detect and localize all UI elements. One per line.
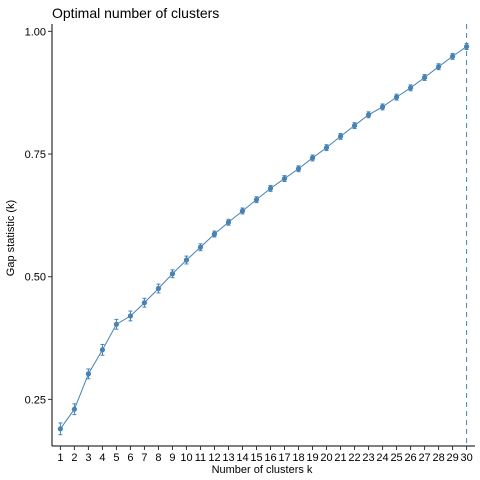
- data-point: [57, 426, 64, 432]
- x-tick-label: 15: [250, 452, 262, 464]
- data-point: [295, 166, 302, 172]
- data-point: [225, 219, 232, 225]
- data-point: [407, 85, 414, 91]
- x-tick-label: 30: [460, 452, 472, 464]
- data-point: [351, 122, 358, 129]
- x-tick-label: 7: [141, 452, 147, 464]
- data-point: [421, 74, 428, 81]
- data-point: [379, 104, 386, 110]
- data-point: [323, 145, 330, 151]
- x-tick-label: 5: [113, 452, 119, 464]
- x-tick-label: 2: [71, 452, 77, 464]
- x-tick-label: 3: [85, 452, 91, 464]
- x-tick-label: 21: [334, 452, 346, 464]
- data-point: [435, 64, 442, 70]
- x-tick-label: 13: [222, 452, 234, 464]
- data-point: [71, 406, 78, 412]
- data-point: [211, 231, 218, 237]
- x-tick-label: 10: [180, 452, 192, 464]
- data-point: [309, 155, 316, 161]
- x-tick-label: 26: [404, 452, 416, 464]
- x-tick-label: 18: [292, 452, 304, 464]
- x-tick-label: 17: [278, 452, 290, 464]
- x-tick-label: 6: [127, 452, 133, 464]
- x-tick-label: 19: [306, 452, 318, 464]
- data-point: [127, 313, 134, 319]
- data-point: [449, 53, 456, 59]
- y-tick-label: 0.75: [25, 149, 46, 161]
- data-point: [365, 112, 372, 118]
- data-point: [463, 43, 470, 50]
- data-point: [267, 185, 274, 191]
- series-line: [59, 46, 467, 430]
- data-point: [393, 94, 400, 100]
- y-tick-label: 1.00: [25, 26, 46, 38]
- x-tick-label: 14: [236, 452, 248, 464]
- x-tick-label: 1: [57, 452, 63, 464]
- y-axis-title: Gap statistic (k): [5, 200, 17, 276]
- x-tick-label: 29: [446, 452, 458, 464]
- x-tick-label: 25: [390, 452, 402, 464]
- y-tick-label: 0.50: [25, 272, 46, 284]
- data-point: [197, 244, 204, 250]
- x-tick-label: 24: [376, 452, 388, 464]
- data-point: [141, 300, 148, 306]
- data-point: [169, 271, 176, 277]
- x-axis-title: Number of clusters k: [212, 464, 313, 476]
- data-point: [85, 371, 92, 377]
- x-tick-label: 27: [418, 452, 430, 464]
- data-point: [239, 208, 246, 214]
- x-tick-label: 8: [155, 452, 161, 464]
- x-tick-label: 11: [195, 452, 206, 464]
- x-tick-label: 23: [362, 452, 374, 464]
- data-point: [183, 257, 190, 263]
- chart-title: Optimal number of clusters: [52, 5, 219, 21]
- x-tick-label: 22: [348, 452, 360, 464]
- data-point: [155, 285, 162, 292]
- data-point: [337, 133, 344, 139]
- plot-area: 0.250.500.751.001 2 3 4 5 6 7 8 9 10 11 12 13 14 15 16 1…: [25, 24, 475, 464]
- x-tick-label: 4: [99, 452, 105, 464]
- x-tick-label: 16: [264, 452, 276, 464]
- x-tick-label: 28: [432, 452, 444, 464]
- data-point: [99, 347, 106, 353]
- data-point: [113, 321, 120, 327]
- y-tick-label: 0.25: [25, 394, 46, 406]
- x-tick-label: 20: [320, 452, 332, 464]
- data-point: [253, 197, 260, 203]
- data-point: [281, 175, 288, 182]
- x-tick-label: 9: [169, 452, 175, 464]
- x-tick-label: 12: [208, 452, 220, 464]
